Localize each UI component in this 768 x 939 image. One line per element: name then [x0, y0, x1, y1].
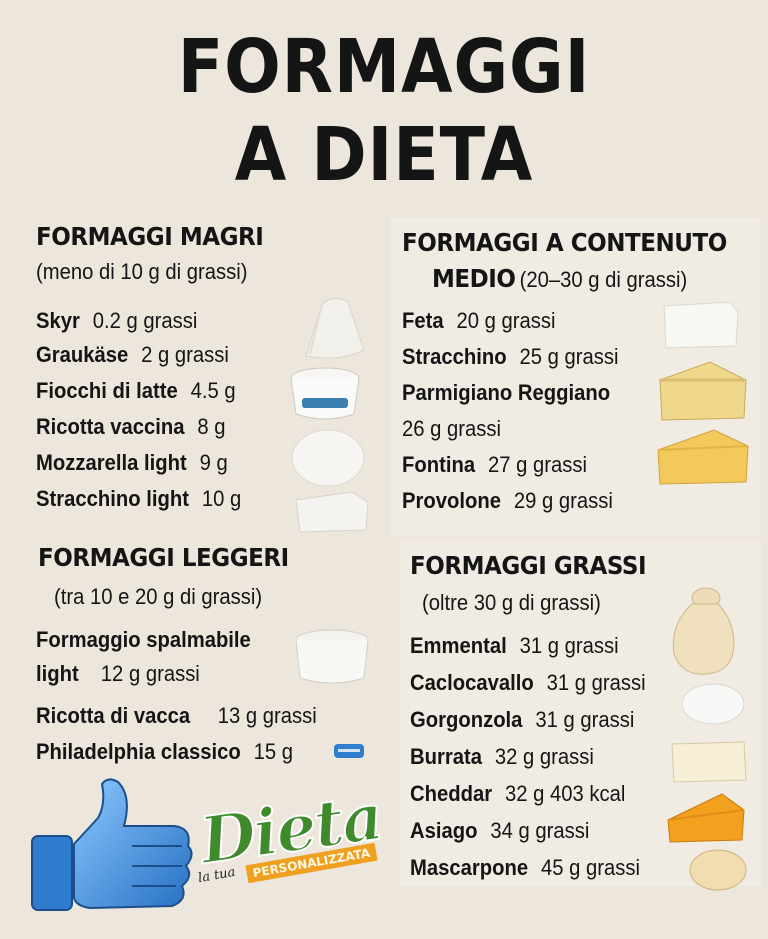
page-title-line1: FORMAGGI	[177, 24, 591, 110]
section-heading: FORMAGGI A CONTENUTO	[402, 228, 727, 257]
section-subheading: (20–30 g di grassi)	[519, 267, 688, 292]
section-subheading-line: MEDIO (20–30 g di grassi)	[432, 264, 687, 294]
item-name: Caclocavallo	[410, 670, 534, 695]
cheddar-cheese-icon	[667, 793, 745, 843]
list-item: Formaggio spalmabile	[36, 629, 251, 651]
page-title-line2: A DIETA	[234, 112, 534, 198]
list-item: Gorgonzola 31 g grassi	[410, 709, 634, 731]
item-name: Ricotta vaccina	[36, 414, 185, 439]
item-value: 2 g grassi	[141, 342, 229, 367]
burrata-cheese-icon	[681, 683, 745, 725]
item-name: Ricotta di vacca	[36, 703, 191, 728]
item-value: 34 g grassi	[490, 818, 590, 843]
fontina-cheese-icon	[657, 429, 749, 485]
section-heading: FORMAGGI LEGGERI	[38, 543, 289, 572]
list-item: Stracchino 25 g grassi	[402, 346, 619, 368]
section-subheading: (oltre 30 g di grassi)	[422, 590, 601, 615]
item-name: Provolone	[402, 488, 501, 513]
item-name: Burrata	[410, 744, 482, 769]
thumbs-up-icon	[31, 778, 193, 911]
item-value: 8 g	[197, 414, 226, 439]
list-item: Emmental 31 g grassi	[410, 635, 619, 657]
list-item: Cheddar 32 g 403 kcal	[410, 783, 625, 805]
spalmabile-tub-icon	[295, 629, 369, 684]
section-subheading: (meno di 10 g di grassi)	[36, 259, 248, 284]
item-name: Feta	[402, 308, 444, 333]
item-value: 29 g grassi	[513, 488, 613, 513]
section-subheading: (tra 10 e 20 g di grassi)	[54, 584, 263, 609]
item-name: Fontina	[402, 452, 476, 477]
item-value: 0.2 g grassi	[92, 308, 198, 333]
item-value: 26 g grassi	[402, 416, 502, 441]
section-heading: FORMAGGI MAGRI	[36, 222, 264, 251]
item-value: 9 g	[199, 450, 228, 475]
list-item: Provolone 29 g grassi	[402, 490, 613, 512]
philadelphia-pack-icon	[334, 744, 364, 758]
fiocchi-tub-icon	[290, 367, 360, 420]
logo-prefix: la tua	[196, 864, 237, 887]
item-value: 31 g grassi	[546, 670, 646, 695]
list-item: Ricotta di vacca 13 g grassi	[36, 705, 317, 727]
list-item: Ricotta vaccina 8 g	[36, 416, 226, 438]
list-item: 26 g grassi	[402, 418, 501, 440]
list-item: Stracchino light 10 g	[36, 488, 241, 510]
list-item: Mascarpone 45 g grassi	[410, 857, 640, 879]
item-value: 25 g grassi	[519, 344, 619, 369]
item-value: 13 g grassi	[217, 703, 317, 728]
item-name: Mozzarella light	[36, 450, 187, 475]
stracchino-light-icon	[295, 491, 369, 533]
section-heading: FORMAGGI GRASSI	[410, 551, 647, 580]
item-value: 31 g grassi	[535, 707, 635, 732]
item-name: Formaggio spalmabile	[36, 627, 251, 652]
feta-cheese-icon	[663, 301, 739, 349]
gorgonzola-cheese-icon	[671, 741, 747, 783]
list-item: Parmigiano Reggiano	[402, 382, 610, 404]
item-value: 4.5 g	[190, 378, 236, 403]
ricotta-cheese-icon	[291, 429, 365, 487]
list-item: Philadelphia classico 15 g	[36, 741, 293, 763]
section-magri: FORMAGGI MAGRI (meno di 10 g di grassi) …	[36, 222, 356, 522]
item-name: Graukäse	[36, 342, 129, 367]
section-heading-2: MEDIO	[432, 264, 516, 293]
item-value: 32 g 403 kcal	[504, 781, 626, 806]
item-name: Fiocchi di latte	[36, 378, 178, 403]
item-name: Cheddar	[410, 781, 493, 806]
list-item: light 12 g grassi	[36, 663, 200, 685]
list-item: Mozzarella light 9 g	[36, 452, 228, 474]
item-value: 27 g grassi	[487, 452, 587, 477]
skyr-cheese-icon	[305, 298, 365, 359]
caciocavallo-cheese-icon	[672, 587, 735, 675]
item-name: Philadelphia classico	[36, 739, 241, 764]
section-leggeri: FORMAGGI LEGGERI (tra 10 e 20 g di grass…	[36, 543, 376, 773]
list-item: Skyr 0.2 g grassi	[36, 310, 197, 332]
item-value: 20 g grassi	[456, 308, 556, 333]
item-name: Emmental	[410, 633, 507, 658]
item-name: Gorgonzola	[410, 707, 523, 732]
parmigiano-cheese-icon	[659, 361, 747, 421]
list-item: Burrata 32 g grassi	[410, 746, 594, 768]
list-item: Fiocchi di latte 4.5 g	[36, 380, 236, 402]
item-name: Stracchino light	[36, 486, 189, 511]
list-item: Feta 20 g grassi	[402, 310, 556, 332]
item-value: 12 g grassi	[100, 661, 200, 686]
item-value: 45 g grassi	[540, 855, 641, 880]
item-value: 32 g grassi	[494, 744, 594, 769]
item-name: Skyr	[36, 308, 80, 333]
item-value: 15 g	[253, 739, 294, 764]
item-name: Parmigiano Reggiano	[402, 380, 611, 405]
item-value: 31 g grassi	[519, 633, 619, 658]
brand-logo: Dieta la tua PERSONALIZZATA	[195, 779, 396, 896]
mascarpone-cheese-icon	[689, 849, 747, 891]
item-name: light	[36, 661, 79, 686]
list-item: Fontina 27 g grassi	[402, 454, 587, 476]
item-name: Asiago	[410, 818, 478, 843]
item-name: Mascarpone	[410, 855, 529, 880]
item-name: Stracchino	[402, 344, 507, 369]
item-value: 10 g	[201, 486, 242, 511]
list-item: Asiago 34 g grassi	[410, 820, 589, 842]
list-item: Caclocavallo 31 g grassi	[410, 672, 646, 694]
list-item: Graukäse 2 g grassi	[36, 344, 229, 366]
